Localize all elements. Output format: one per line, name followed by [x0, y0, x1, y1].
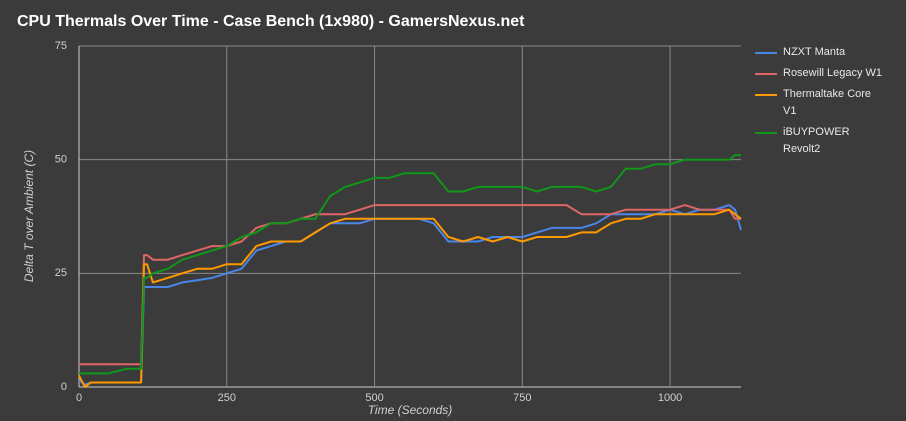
x-tick-label: 250 — [218, 392, 236, 404]
series-line — [78, 208, 742, 388]
legend-swatch — [755, 73, 777, 75]
y-tick-label: 25 — [55, 267, 67, 279]
legend-label: iBUYPOWER Revolt2 — [783, 126, 850, 155]
legend-swatch — [755, 132, 777, 134]
x-tick-label: 0 — [76, 392, 82, 404]
legend-swatch — [755, 94, 777, 96]
legend: NZXT Manta Rosewill Legacy W1 Thermaltake … — [755, 44, 895, 162]
legend-label: Thermaltake Core V1 — [783, 88, 872, 117]
y-tick-label: 0 — [61, 381, 67, 393]
legend-item: Rosewill Legacy W1 — [755, 65, 883, 82]
series-line — [79, 204, 741, 366]
x-tick-label: 500 — [365, 392, 383, 404]
legend-label: NZXT Manta — [783, 46, 846, 58]
series-line — [79, 154, 741, 375]
series-line — [78, 204, 742, 386]
legend-item: Thermaltake Core V1 — [755, 86, 883, 120]
legend-item: NZXT Manta — [755, 44, 883, 61]
legend-item: iBUYPOWER Revolt2 — [755, 124, 883, 158]
legend-label: Rosewill Legacy W1 — [783, 67, 883, 79]
chart-title: CPU Thermals Over Time - Case Bench (1x9… — [17, 13, 525, 30]
y-tick-label: 75 — [55, 40, 67, 52]
x-tick-label: 750 — [513, 392, 531, 404]
legend-swatch — [755, 52, 777, 54]
y-tick-label: 50 — [55, 154, 67, 166]
y-axis-label: Delta T over Ambient (C) — [22, 150, 36, 282]
x-tick-label: 1000 — [658, 392, 682, 404]
x-axis-label: Time (Seconds) — [368, 403, 453, 417]
